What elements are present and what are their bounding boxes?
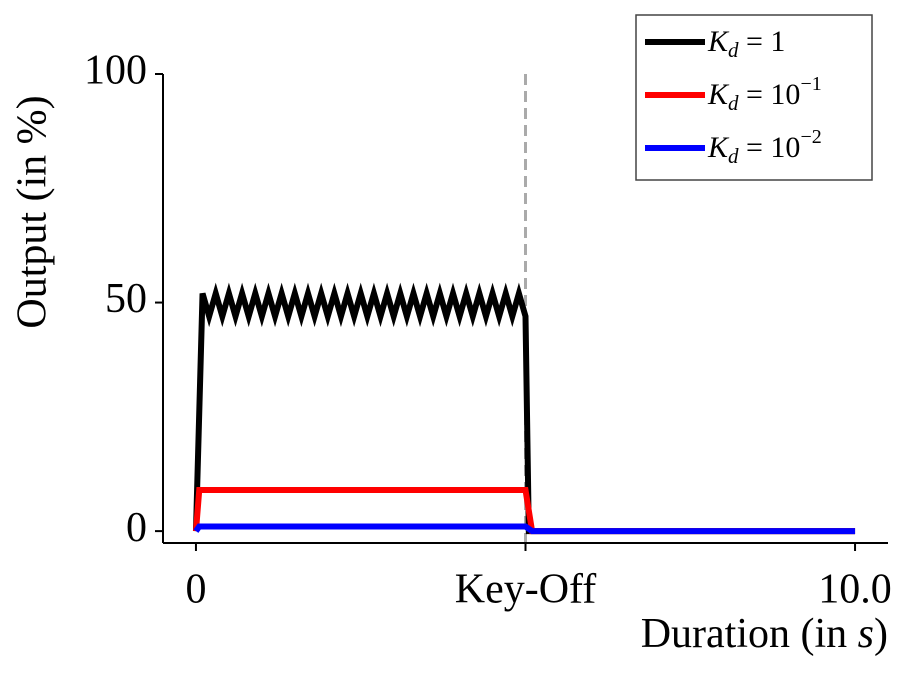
series-line: [192, 282, 856, 535]
legend-label: Kd = 10−2: [707, 126, 822, 168]
legend-subscript: d: [728, 91, 739, 115]
legend-text: = 10: [739, 78, 801, 111]
legend-symbol: K: [707, 25, 730, 58]
legend-subscript: d: [728, 144, 739, 168]
legend-superscript: −2: [800, 126, 821, 148]
x-tick-label: 0: [185, 567, 206, 613]
x-tick-label: Key-Off: [455, 567, 597, 613]
y-tick-label: 100: [84, 48, 147, 94]
legend-subscript: d: [728, 38, 739, 62]
legend-text: = 10: [739, 131, 801, 164]
series-line: [193, 523, 856, 535]
legend-label: Kd = 1: [707, 25, 785, 62]
y-axis-label: Output (in %): [10, 95, 56, 328]
legend-symbol: K: [707, 131, 730, 164]
x-tick-label: 10.0: [818, 567, 892, 613]
x-label-text: Duration (in: [641, 611, 858, 657]
legend-symbol: K: [707, 78, 730, 111]
y-tick-label: 0: [126, 505, 147, 551]
legend-superscript: −1: [800, 73, 821, 95]
legend-label: Kd = 10−1: [707, 73, 822, 115]
x-axis-label: Duration (in s): [641, 611, 888, 657]
x-label-unit: s: [858, 611, 874, 657]
y-tick-label: 50: [105, 276, 147, 322]
legend-text: = 1: [739, 25, 786, 58]
x-label-text: ): [874, 611, 888, 657]
